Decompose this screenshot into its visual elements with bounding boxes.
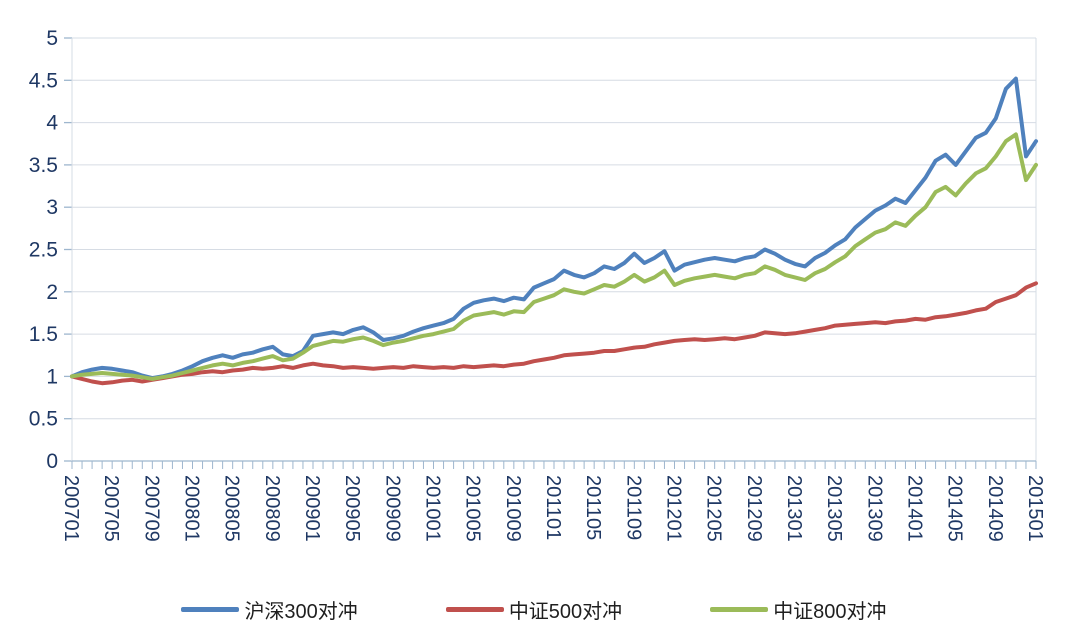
legend-item: 中证500对冲 xyxy=(445,595,623,624)
series-line-0 xyxy=(70,76,1038,381)
legend-swatch xyxy=(445,606,504,612)
x-axis-label: 201401 xyxy=(904,475,926,542)
x-axis-label: 200905 xyxy=(341,475,363,542)
y-axis-label: 0 xyxy=(46,450,58,473)
x-axis-label: 200709 xyxy=(140,475,162,542)
legend-item: 沪深300对冲 xyxy=(181,595,358,624)
x-axis-label: 201109 xyxy=(622,475,644,540)
x-axis-label: 200801 xyxy=(181,475,203,542)
y-axis-label: 1 xyxy=(46,365,58,388)
x-axis-label: 201005 xyxy=(462,475,484,542)
series-line-2 xyxy=(70,132,1038,381)
legend-swatch xyxy=(181,606,240,612)
y-axis-label: 2.5 xyxy=(29,239,58,262)
x-axis-label: 200705 xyxy=(100,475,122,542)
y-axis-label: 1.5 xyxy=(29,323,58,346)
x-axis-label: 201501 xyxy=(1024,475,1046,542)
legend-label: 中证800对冲 xyxy=(773,600,887,623)
x-axis-label: 201105 xyxy=(582,475,604,540)
legend-label: 沪深300对冲 xyxy=(244,600,358,623)
x-axis-label: 201001 xyxy=(422,475,444,542)
x-axis-label: 201309 xyxy=(863,475,885,542)
x-axis-label: 201101 xyxy=(542,475,564,540)
y-axis-label: 0.5 xyxy=(29,408,58,431)
chart-legend: 沪深300对冲 中证500对冲 中证800对冲 xyxy=(0,580,1068,638)
y-axis-label: 4.5 xyxy=(29,69,58,92)
x-axis-label: 200901 xyxy=(301,475,323,542)
x-axis-label: 201209 xyxy=(743,475,765,542)
x-axis-label: 201009 xyxy=(502,475,524,542)
x-axis-label: 200701 xyxy=(60,475,82,542)
y-axis-label: 3.5 xyxy=(29,154,58,177)
x-axis-label: 201205 xyxy=(703,475,725,542)
x-axis-label: 201409 xyxy=(984,475,1006,542)
legend-item: 中证800对冲 xyxy=(710,595,887,624)
x-axis-label: 200805 xyxy=(221,475,243,542)
x-axis-label: 201305 xyxy=(823,475,845,542)
x-axis-label: 201301 xyxy=(783,475,805,542)
x-axis-label: 200809 xyxy=(261,475,283,542)
line-chart-plot: 0 0.5 1 1.5 2 2.5 3 3.5 4 4.5 5 200701 200705 200709 2… xyxy=(29,27,1046,542)
x-axis-label: 201201 xyxy=(663,475,685,542)
y-axis-label: 2 xyxy=(46,281,58,304)
x-axis-label: 201405 xyxy=(944,475,966,542)
series-line-1 xyxy=(70,281,1038,386)
legend-swatch xyxy=(710,606,769,612)
y-axis-label: 3 xyxy=(46,196,58,219)
y-axis-label: 5 xyxy=(46,27,58,50)
legend-label: 中证500对冲 xyxy=(508,600,623,623)
y-axis-label: 4 xyxy=(46,112,58,135)
x-axis-label: 200909 xyxy=(381,475,403,542)
